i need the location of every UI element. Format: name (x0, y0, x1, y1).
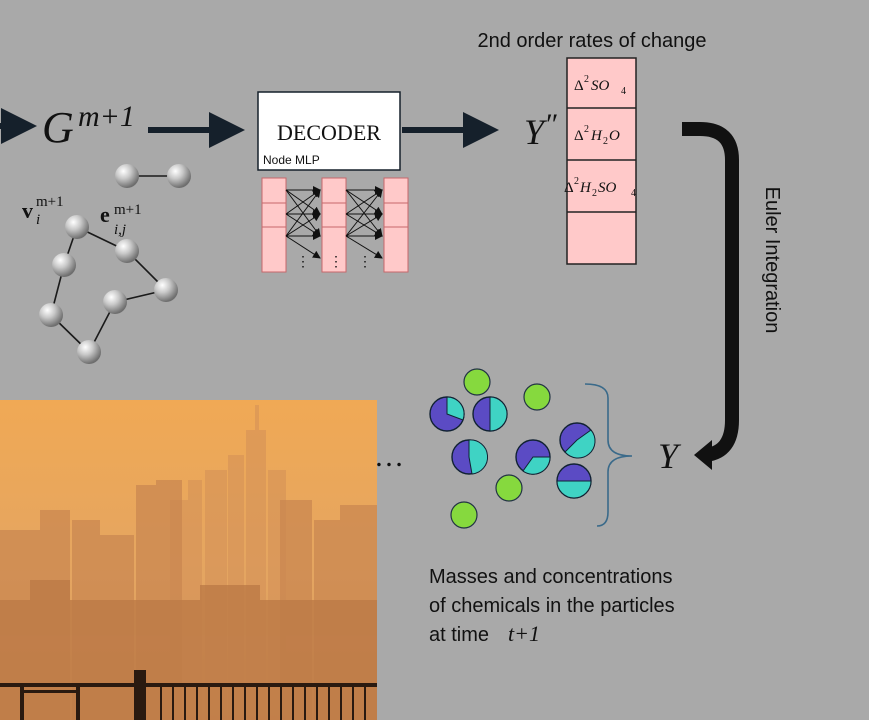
rate-term: H (579, 180, 592, 196)
green-particle (450, 501, 478, 529)
rate-after: O (609, 128, 620, 144)
graph-node (167, 164, 191, 188)
graph-node (39, 303, 63, 327)
rate-sub: 2 (603, 136, 608, 147)
mixed-particle (515, 439, 551, 475)
green-particle (495, 474, 523, 502)
graph-node (52, 253, 76, 277)
edge-label-sub: i,j (114, 222, 126, 238)
mlp-layer-1: ⋮ (261, 177, 310, 273)
rate-sub: 4 (621, 86, 626, 97)
node-label-base: v (22, 198, 33, 223)
mixed-particle (429, 396, 465, 432)
rate-row-so4: Δ 2 SO 4 (574, 74, 626, 97)
particle-brace (584, 383, 633, 527)
rate-row-h2o: Δ 2 H 2 O (574, 124, 620, 147)
edge-label: e m+1 i,j (100, 202, 142, 238)
svg-text:⋮: ⋮ (358, 255, 372, 270)
euler-integration-arrow (682, 122, 739, 470)
ellipsis: … (374, 440, 404, 473)
graph-label: G m+1 (42, 100, 135, 152)
graph-structure (39, 164, 191, 364)
caption-line-3-var: t+1 (508, 621, 540, 646)
green-particle (463, 368, 491, 396)
mlp-layer-3: ⋮ (358, 177, 409, 273)
green-particle (523, 383, 551, 411)
graph-node (77, 340, 101, 364)
caption-line-1: Masses and concentrations (429, 566, 672, 588)
node-label-sub: i (36, 212, 40, 228)
mlp-diagram: ⋮ ⋮ ⋮ (261, 177, 409, 273)
output-label-base: Y (524, 112, 548, 152)
node-label: v m+1 i (22, 194, 64, 228)
rate-delta: Δ (574, 78, 584, 94)
caption-line-2: of chemicals in the particles (429, 595, 675, 617)
output-label: Y ″ (524, 108, 559, 152)
rate-term: H (590, 128, 603, 144)
caption-line-3-prefix: at time (429, 624, 489, 646)
integration-label: Euler Integration (761, 187, 783, 334)
rates-frame (566, 57, 637, 265)
graph-node (154, 278, 178, 302)
fence (0, 670, 377, 720)
rate-sub: 2 (592, 188, 597, 199)
rate-row-h2so4: Δ 2 H 2 SO 4 (564, 176, 636, 199)
rates-title: 2nd order rates of change (477, 30, 706, 52)
rates-column: Δ 2 SO 4 Δ 2 H 2 O Δ 2 H 2 SO 4 (564, 57, 637, 265)
rate-sub2: 4 (631, 188, 636, 199)
rate-delta: Δ (564, 180, 574, 196)
graph-label-base: G (42, 103, 74, 152)
mixed-particle (559, 422, 596, 459)
graph-node (103, 290, 127, 314)
rate-term: SO (591, 78, 610, 94)
mlp-layer-2: ⋮ (321, 177, 347, 273)
edge-label-sup: m+1 (114, 202, 142, 218)
graph-node (115, 164, 139, 188)
decoder-box: DECODER Node MLP (257, 91, 401, 171)
decoder-title: DECODER (277, 120, 381, 145)
decoder-subtitle: Node MLP (263, 153, 320, 167)
rate-after: SO (598, 180, 617, 196)
rate-sup: 2 (584, 74, 589, 85)
svg-text:⋮: ⋮ (296, 255, 310, 270)
graph-nodes (39, 164, 191, 364)
rate-sup: 2 (574, 176, 579, 187)
smoky-city-photo (0, 400, 377, 720)
mlp-connections-b (345, 186, 383, 259)
skyline-front (0, 580, 377, 720)
mixed-particle (451, 439, 488, 475)
graph-node (115, 239, 139, 263)
mixed-particle (472, 396, 508, 432)
output-label-prime: ″ (546, 108, 559, 141)
svg-text:⋮: ⋮ (329, 255, 343, 270)
edge-label-base: e (100, 202, 110, 227)
graph-node (65, 215, 89, 239)
result-label: Y (658, 436, 682, 476)
graph-label-sup: m+1 (78, 100, 135, 133)
particle-cluster (429, 368, 596, 529)
mlp-connections-a (285, 186, 321, 259)
rate-delta: Δ (574, 128, 584, 144)
decoder-frame (257, 91, 401, 171)
mixed-particle (556, 463, 592, 499)
caption: Masses and concentrations of chemicals i… (429, 566, 675, 646)
node-label-sup: m+1 (36, 194, 64, 210)
rate-sup: 2 (584, 124, 589, 135)
